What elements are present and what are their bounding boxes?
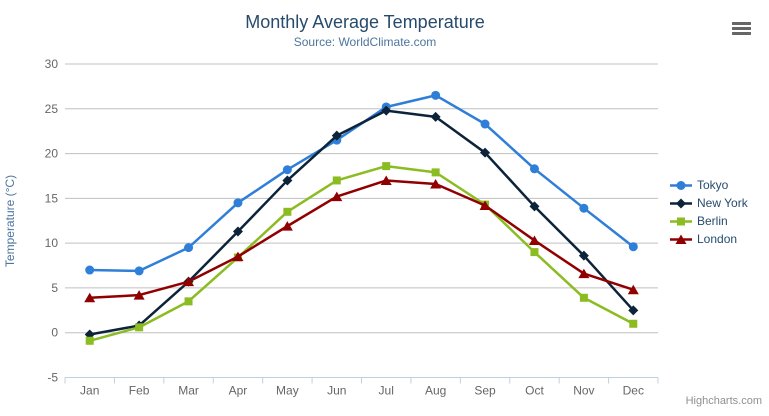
marker-tokyo[interactable]	[184, 243, 194, 253]
marker-london[interactable]	[183, 276, 195, 287]
y-axis-label: 10	[45, 236, 59, 250]
marker-london[interactable]	[232, 251, 244, 262]
marker-new-york[interactable]	[381, 105, 392, 116]
marker-tokyo[interactable]	[282, 165, 292, 175]
marker-london[interactable]	[380, 175, 392, 185]
y-axis-label: 30	[45, 57, 59, 71]
marker-london[interactable]	[528, 235, 540, 245]
y-axis-title: Temperature (°C)	[3, 175, 17, 267]
marker-berlin[interactable]	[135, 323, 144, 332]
marker-berlin[interactable]	[283, 207, 292, 216]
x-axis-label: Jul	[379, 384, 394, 398]
legend-item-london[interactable]: London	[670, 232, 748, 246]
legend-item-new-york[interactable]: New York	[670, 196, 748, 210]
marker-tokyo[interactable]	[85, 265, 95, 275]
marker-berlin[interactable]	[85, 336, 94, 345]
marker-new-york[interactable]	[430, 111, 441, 122]
x-axis-label: Sep	[474, 384, 496, 398]
marker-london[interactable]	[578, 268, 590, 279]
legend-marker-icon	[676, 180, 686, 190]
marker-tokyo[interactable]	[134, 266, 144, 276]
marker-london[interactable]	[133, 290, 145, 300]
legend-marker-icon	[677, 217, 685, 225]
marker-new-york[interactable]	[232, 226, 243, 237]
x-axis-label: Feb	[129, 384, 150, 398]
marker-new-york[interactable]	[331, 130, 342, 141]
x-axis-label: Nov	[573, 384, 594, 398]
legend-item-tokyo[interactable]: Tokyo	[670, 178, 748, 192]
context-menu-button[interactable]	[731, 20, 752, 37]
marker-new-york[interactable]	[282, 175, 293, 186]
marker-london[interactable]	[281, 221, 293, 231]
marker-tokyo[interactable]	[233, 198, 243, 208]
legend-label: Tokyo	[697, 178, 729, 192]
diamond-legend-icon	[670, 198, 692, 208]
triangle-legend-icon	[670, 234, 692, 244]
legend-marker-icon	[675, 234, 687, 244]
marker-berlin[interactable]	[629, 319, 638, 328]
circle-legend-icon	[670, 180, 692, 190]
marker-berlin[interactable]	[184, 297, 193, 306]
marker-new-york[interactable]	[628, 305, 639, 316]
hamburger-icon	[732, 22, 751, 35]
x-axis-label: Dec	[623, 384, 644, 398]
legend-marker-icon	[676, 198, 686, 208]
marker-london[interactable]	[84, 292, 96, 303]
square-legend-icon	[670, 217, 692, 225]
marker-berlin[interactable]	[332, 176, 341, 185]
series-line-berlin	[88, 164, 635, 343]
x-axis-label: Oct	[525, 384, 544, 398]
y-axis-label: -5	[47, 371, 58, 385]
y-axis-label: 15	[45, 191, 59, 205]
y-axis-label: 5	[51, 281, 58, 295]
marker-berlin[interactable]	[382, 162, 391, 171]
marker-new-york[interactable]	[480, 147, 491, 158]
chart-title: Monthly Average Temperature	[245, 12, 485, 32]
series-line-tokyo	[88, 94, 635, 273]
y-axis-label: 0	[51, 326, 58, 340]
y-axis-label: 25	[45, 102, 59, 116]
x-axis-label: Jun	[327, 384, 346, 398]
marker-london[interactable]	[627, 284, 639, 295]
series-line-new-york	[88, 109, 635, 336]
marker-tokyo[interactable]	[529, 164, 539, 174]
legend-item-berlin[interactable]: Berlin	[670, 214, 748, 228]
marker-tokyo[interactable]	[431, 90, 441, 100]
marker-tokyo[interactable]	[628, 242, 638, 252]
legend-label: London	[697, 232, 738, 246]
x-axis-label: Mar	[178, 384, 199, 398]
marker-tokyo[interactable]	[579, 203, 589, 213]
marker-berlin[interactable]	[579, 293, 588, 302]
x-axis-label: Apr	[229, 384, 248, 398]
chart-subtitle: Source: WorldClimate.com	[293, 35, 437, 49]
x-axis-label: Jan	[80, 384, 99, 398]
marker-berlin[interactable]	[530, 248, 539, 257]
highcharts-credit[interactable]: Highcharts.com	[685, 395, 762, 407]
legend-label: New York	[697, 196, 748, 210]
y-axis-label: 20	[45, 147, 59, 161]
legend: Tokyo New York Berlin London	[670, 178, 748, 246]
x-axis-label: May	[276, 384, 299, 398]
marker-london[interactable]	[331, 191, 343, 202]
marker-london[interactable]	[430, 179, 442, 189]
x-axis-label: Aug	[425, 384, 446, 398]
legend-label: Berlin	[697, 214, 728, 228]
marker-berlin[interactable]	[431, 168, 440, 177]
marker-london[interactable]	[479, 200, 491, 211]
series-line-london	[88, 179, 635, 300]
marker-new-york[interactable]	[529, 201, 540, 212]
marker-tokyo[interactable]	[480, 119, 490, 129]
marker-new-york[interactable]	[578, 250, 589, 261]
